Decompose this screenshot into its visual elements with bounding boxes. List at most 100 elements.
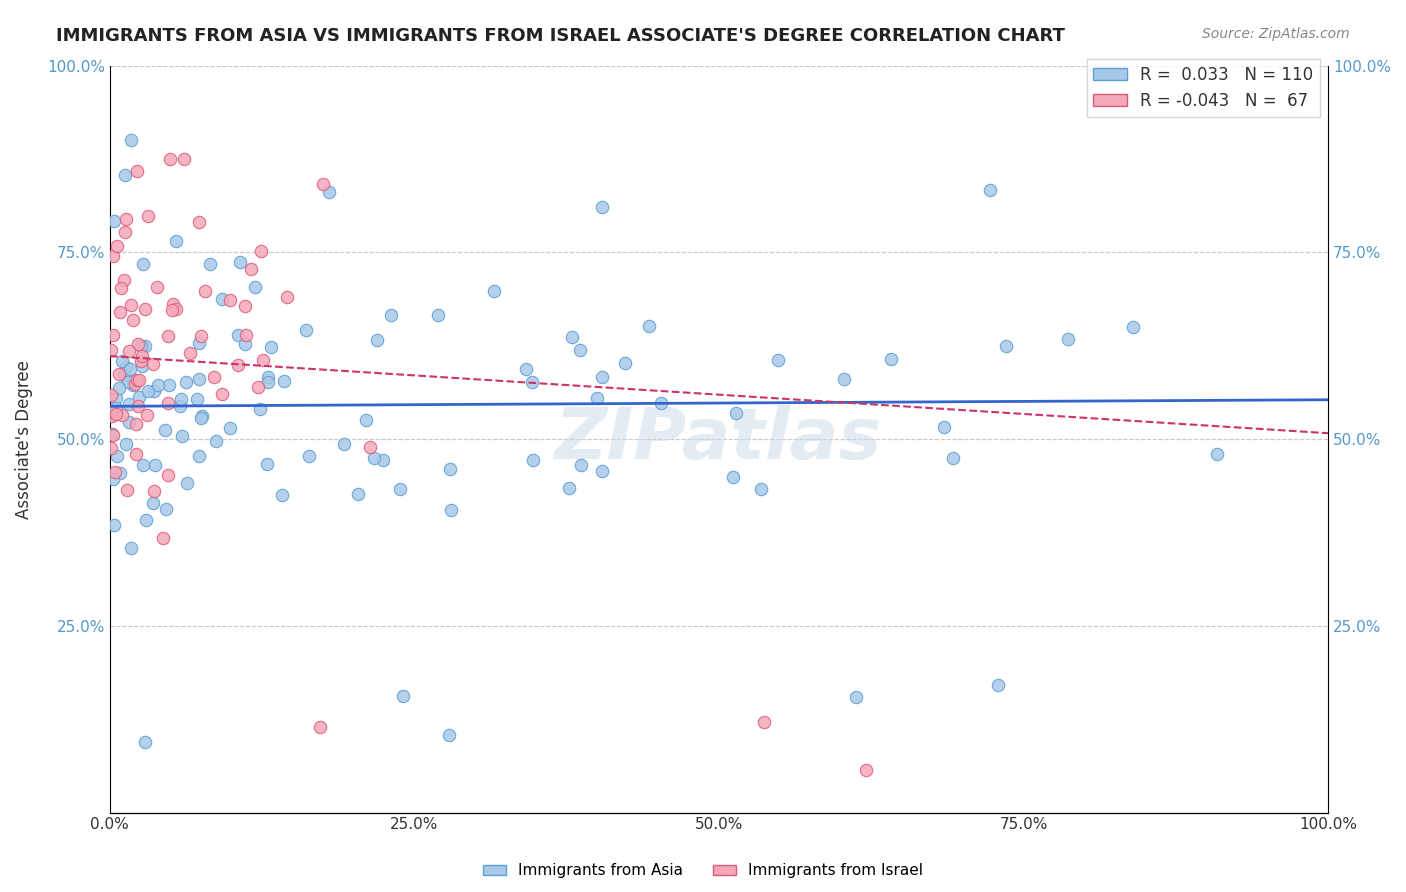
Point — [440, 503, 463, 517]
Point — [249, 244, 271, 258]
Point — [127, 373, 149, 387]
Point — [558, 481, 581, 495]
Point — [146, 378, 169, 392]
Point — [650, 396, 672, 410]
Point — [298, 449, 321, 463]
Point — [252, 352, 274, 367]
Point — [240, 262, 263, 277]
Point — [427, 309, 450, 323]
Point — [388, 482, 411, 496]
Point — [134, 338, 156, 352]
Point — [111, 354, 134, 368]
Point — [169, 399, 191, 413]
Point — [128, 390, 150, 404]
Point — [845, 690, 868, 704]
Point — [142, 358, 165, 372]
Point — [112, 273, 135, 287]
Point — [156, 396, 179, 410]
Point — [308, 720, 330, 734]
Point — [134, 302, 156, 317]
Point — [122, 378, 145, 392]
Point — [172, 428, 194, 442]
Point — [100, 409, 122, 424]
Point — [987, 677, 1010, 691]
Point — [107, 381, 129, 395]
Point — [725, 406, 748, 420]
Legend: Immigrants from Asia, Immigrants from Israel: Immigrants from Asia, Immigrants from Is… — [477, 857, 929, 884]
Point — [233, 299, 256, 313]
Point — [188, 215, 211, 229]
Point — [112, 368, 135, 382]
Point — [115, 483, 138, 497]
Point — [766, 353, 789, 368]
Text: ZIPatlas: ZIPatlas — [555, 405, 883, 474]
Point — [110, 305, 132, 319]
Point — [162, 303, 184, 318]
Point — [273, 374, 295, 388]
Point — [522, 375, 544, 389]
Point — [165, 234, 187, 248]
Point — [131, 354, 153, 368]
Point — [153, 423, 176, 437]
Point — [245, 280, 267, 294]
Point — [721, 469, 744, 483]
Point — [105, 239, 128, 253]
Point — [1057, 332, 1080, 346]
Point — [118, 415, 141, 429]
Point — [194, 285, 217, 299]
Point — [174, 375, 197, 389]
Point — [515, 361, 537, 376]
Point — [118, 343, 141, 358]
Y-axis label: Associate's Degree: Associate's Degree — [15, 359, 32, 518]
Point — [585, 391, 607, 405]
Point — [260, 340, 283, 354]
Point — [363, 450, 385, 465]
Point — [111, 408, 134, 422]
Point — [219, 293, 242, 307]
Point — [204, 434, 226, 449]
Point — [202, 370, 225, 384]
Point — [190, 411, 212, 425]
Point — [120, 298, 142, 312]
Point — [569, 343, 592, 357]
Point — [235, 328, 257, 343]
Point — [125, 446, 148, 460]
Point — [115, 437, 138, 451]
Point — [100, 403, 122, 417]
Point — [749, 483, 772, 497]
Point — [145, 458, 167, 472]
Point — [120, 133, 142, 147]
Point — [188, 450, 211, 464]
Point — [118, 362, 141, 376]
Point — [211, 292, 233, 306]
Point — [103, 518, 125, 533]
Point — [143, 483, 166, 498]
Point — [134, 735, 156, 749]
Point — [233, 337, 256, 351]
Point — [591, 200, 613, 214]
Point — [173, 152, 195, 166]
Point — [101, 427, 124, 442]
Point — [246, 380, 269, 394]
Point — [136, 209, 159, 223]
Point — [100, 388, 122, 402]
Point — [143, 384, 166, 399]
Point — [165, 301, 187, 316]
Point — [994, 339, 1017, 353]
Point — [380, 308, 402, 322]
Point — [226, 358, 249, 372]
Point — [135, 513, 157, 527]
Point — [156, 328, 179, 343]
Point — [162, 297, 184, 311]
Point — [131, 359, 153, 373]
Point — [146, 279, 169, 293]
Point — [187, 336, 209, 351]
Text: IMMIGRANTS FROM ASIA VS IMMIGRANTS FROM ISRAEL ASSOCIATE'S DEGREE CORRELATION CH: IMMIGRANTS FROM ASIA VS IMMIGRANTS FROM … — [56, 27, 1066, 45]
Point — [218, 421, 240, 435]
Point — [880, 352, 903, 367]
Point — [101, 427, 124, 442]
Legend: R =  0.033   N = 110, R = -0.043   N =  67: R = 0.033 N = 110, R = -0.043 N = 67 — [1087, 59, 1320, 117]
Point — [142, 496, 165, 510]
Point — [114, 168, 136, 182]
Point — [103, 249, 125, 263]
